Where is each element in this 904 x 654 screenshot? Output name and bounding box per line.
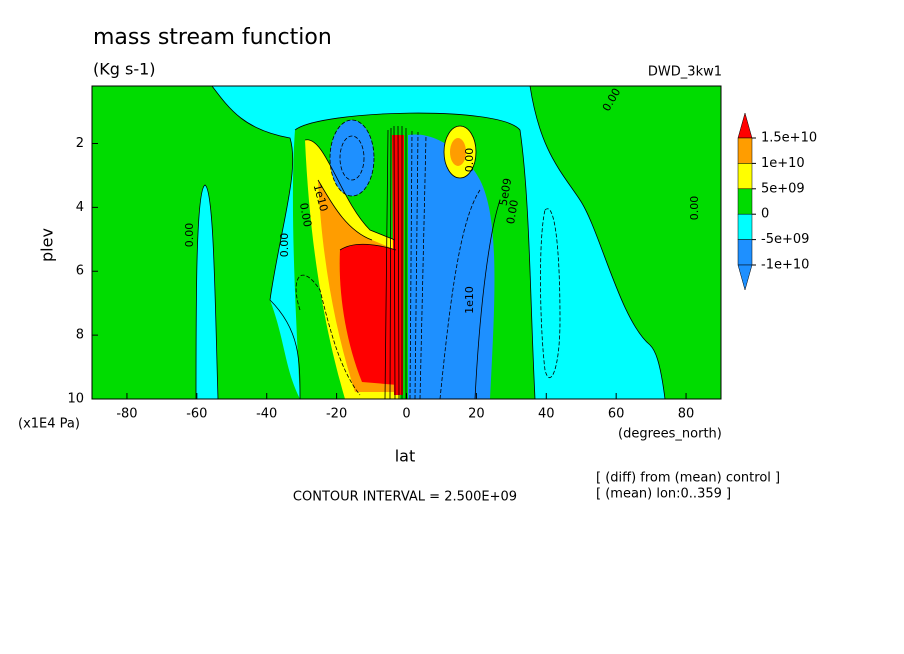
contour-label: 0.00 bbox=[183, 223, 196, 248]
y-axis-label: plev bbox=[38, 228, 57, 262]
x-axis-label: lat bbox=[395, 447, 416, 466]
colorbar-segment bbox=[737, 188, 753, 215]
x-tick-label: -80 bbox=[116, 407, 137, 422]
contour-fill bbox=[530, 120, 645, 399]
colorbar-segment bbox=[737, 213, 753, 240]
colorbar-segment bbox=[737, 163, 753, 190]
dataset-label: DWD_3kw1 bbox=[648, 65, 722, 80]
colorbar-label: 0 bbox=[761, 207, 769, 222]
y-tick-label: 8 bbox=[76, 328, 84, 343]
x-tick-label: 0 bbox=[402, 407, 410, 422]
contour-label: 0.00 bbox=[504, 199, 521, 225]
chart-subtitle: (Kg s-1) bbox=[93, 60, 156, 79]
colorbar-label: 1.5e+10 bbox=[761, 131, 817, 146]
contour-lines bbox=[195, 86, 666, 399]
y-tick-label: 6 bbox=[76, 264, 84, 279]
contour-fill bbox=[408, 134, 495, 399]
y-units: (x1E4 Pa) bbox=[18, 417, 80, 432]
x-tick-label: 80 bbox=[678, 407, 695, 422]
contour-fill bbox=[530, 86, 721, 399]
contour-label: 0.00 bbox=[278, 233, 291, 258]
note: [ (mean) lon:0..359 ] bbox=[596, 487, 731, 502]
colorbar-label: -1e+10 bbox=[761, 258, 809, 273]
x-tick-label: -40 bbox=[256, 407, 277, 422]
colorbar-label: -5e+09 bbox=[761, 232, 809, 247]
y-tick-label: 10 bbox=[67, 392, 84, 407]
x-tick-label: 20 bbox=[468, 407, 485, 422]
contour-label: 0.00 bbox=[463, 148, 476, 173]
contour-fill bbox=[450, 138, 466, 166]
colorbar-segment bbox=[737, 239, 753, 266]
x-tick-label: -20 bbox=[326, 407, 347, 422]
contour-fill bbox=[92, 86, 300, 399]
y-tick-label: 4 bbox=[76, 200, 84, 215]
contour-label: 0.00 bbox=[297, 202, 314, 228]
chart-title: mass stream function bbox=[93, 25, 332, 50]
x-tick-label: 40 bbox=[538, 407, 555, 422]
colorbar-segment bbox=[737, 137, 753, 164]
note: [ (diff) from (mean) control ] bbox=[596, 471, 780, 486]
colorbar-cap bbox=[737, 264, 753, 291]
x-tick-label: -60 bbox=[186, 407, 207, 422]
contour-label: 0.00 bbox=[688, 196, 701, 221]
colorbar-cap bbox=[737, 112, 753, 139]
contour-label: 1e10 bbox=[463, 286, 476, 314]
colorbar-label: 1e+10 bbox=[761, 156, 805, 171]
contour-label: 5e09 bbox=[497, 177, 515, 207]
contour-fill bbox=[330, 120, 374, 196]
colorbar-label: 5e+09 bbox=[761, 181, 805, 196]
x-tick-label: 60 bbox=[608, 407, 625, 422]
contour-fill bbox=[339, 244, 398, 385]
x-units: (degrees_north) bbox=[618, 427, 722, 442]
y-tick-label: 2 bbox=[76, 136, 84, 151]
contour-field bbox=[92, 86, 721, 399]
contour-interval: CONTOUR INTERVAL = 2.500E+09 bbox=[293, 490, 517, 505]
